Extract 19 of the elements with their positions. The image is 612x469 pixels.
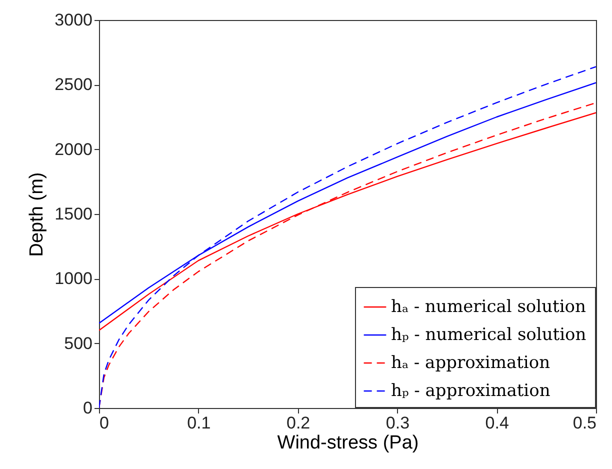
legend-label: hₐ - approximation — [391, 353, 550, 373]
x-tick-label: 0.5 — [572, 414, 596, 432]
y-tick-label: 3000 — [54, 10, 92, 30]
y-tick-label: 2500 — [54, 75, 92, 94]
x-tick-label: 0.2 — [286, 414, 310, 432]
x-tick-label: 0 — [100, 414, 109, 432]
x-axis-title: Wind-stress (Pa) — [277, 432, 419, 454]
y-tick-label: 500 — [64, 334, 92, 353]
legend-label: hₚ - numerical solution — [391, 325, 586, 345]
y-axis-title: Depth (m) — [26, 172, 48, 257]
x-tick-label: 0.1 — [187, 414, 211, 432]
y-tick-label: 1500 — [54, 204, 92, 224]
legend-label: hₚ - approximation — [391, 381, 550, 401]
x-tick-label: 0.4 — [485, 414, 509, 432]
x-tick-label: 0.3 — [386, 414, 410, 432]
y-tick-label: 2000 — [54, 140, 92, 159]
y-tick-label: 1000 — [54, 269, 92, 288]
y-tick-label: 0 — [83, 398, 92, 418]
legend-label: hₐ - numerical solution — [391, 297, 586, 317]
